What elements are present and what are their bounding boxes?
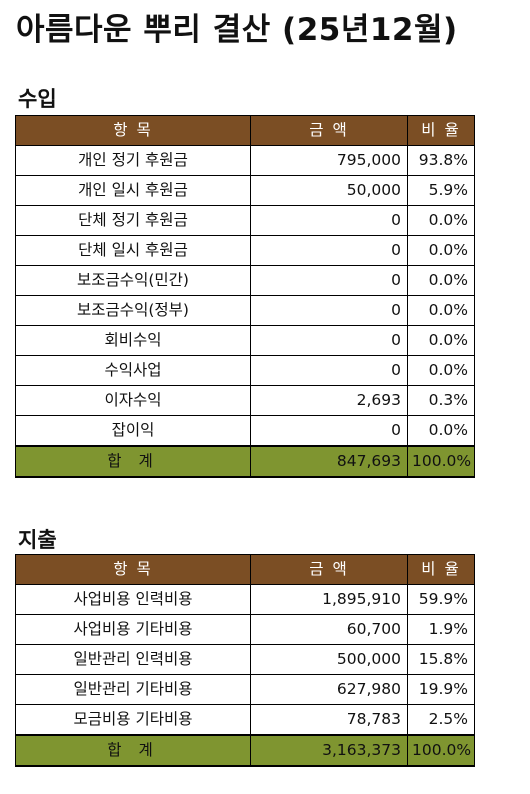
table-row: 잡이익 0 0.0% [15, 415, 475, 447]
row-amount: 795,000 [250, 145, 408, 176]
row-ratio: 19.9% [407, 674, 475, 705]
row-item: 사업비용 인력비용 [15, 584, 251, 615]
row-amount: 0 [250, 265, 408, 296]
table-row: 보조금수익(정부) 0 0.0% [15, 295, 475, 326]
row-amount: 0 [250, 205, 408, 236]
row-ratio: 0.0% [407, 265, 475, 296]
row-amount: 0 [250, 295, 408, 326]
row-amount: 0 [250, 415, 408, 447]
row-amount: 50,000 [250, 175, 408, 206]
row-item: 일반관리 기타비용 [15, 674, 251, 705]
table-row: 일반관리 인력비용 500,000 15.8% [15, 644, 475, 675]
income-heading: 수입 [18, 87, 57, 111]
total-row: 합 계 3,163,373 100.0% [15, 734, 475, 767]
header-ratio: 비 율 [407, 554, 475, 585]
row-ratio: 0.0% [407, 235, 475, 266]
expense-heading: 지출 [18, 528, 57, 552]
row-amount: 60,700 [250, 614, 408, 645]
row-item: 잡이익 [15, 415, 251, 447]
row-amount: 500,000 [250, 644, 408, 675]
header-item: 항 목 [15, 554, 251, 585]
row-item: 개인 일시 후원금 [15, 175, 251, 206]
row-amount: 627,980 [250, 674, 408, 705]
table-row: 개인 정기 후원금 795,000 93.8% [15, 145, 475, 176]
row-amount: 2,693 [250, 385, 408, 416]
table-row: 일반관리 기타비용 627,980 19.9% [15, 674, 475, 705]
row-item: 모금비용 기타비용 [15, 704, 251, 736]
row-amount: 1,895,910 [250, 584, 408, 615]
row-item: 일반관리 인력비용 [15, 644, 251, 675]
row-item: 개인 정기 후원금 [15, 145, 251, 176]
table-row: 단체 일시 후원금 0 0.0% [15, 235, 475, 266]
row-item: 단체 정기 후원금 [15, 205, 251, 236]
table-row: 단체 정기 후원금 0 0.0% [15, 205, 475, 236]
row-ratio: 0.0% [407, 415, 475, 447]
income-table: 항 목 금 액 비 율 개인 정기 후원금 795,000 93.8% 개인 일시 … [15, 115, 475, 478]
row-item: 단체 일시 후원금 [15, 235, 251, 266]
expense-header-row: 항 목 금 액 비 율 [15, 554, 475, 585]
row-ratio: 1.9% [407, 614, 475, 645]
table-row: 이자수익 2,693 0.3% [15, 385, 475, 416]
page-title: 아름다운 뿌리 결산 (25년12월) [16, 12, 458, 48]
row-ratio: 15.8% [407, 644, 475, 675]
row-ratio: 0.3% [407, 385, 475, 416]
row-ratio: 93.8% [407, 145, 475, 176]
header-item: 항 목 [15, 115, 251, 146]
total-row: 합 계 847,693 100.0% [15, 445, 475, 478]
row-item: 이자수익 [15, 385, 251, 416]
row-ratio: 0.0% [407, 325, 475, 356]
row-ratio: 0.0% [407, 295, 475, 326]
total-ratio: 100.0% [407, 734, 475, 767]
table-row: 개인 일시 후원금 50,000 5.9% [15, 175, 475, 206]
row-item: 사업비용 기타비용 [15, 614, 251, 645]
row-amount: 0 [250, 355, 408, 386]
table-row: 보조금수익(민간) 0 0.0% [15, 265, 475, 296]
row-amount: 0 [250, 325, 408, 356]
table-row: 사업비용 인력비용 1,895,910 59.9% [15, 584, 475, 615]
row-ratio: 2.5% [407, 704, 475, 736]
table-row: 모금비용 기타비용 78,783 2.5% [15, 704, 475, 736]
total-amount: 847,693 [250, 445, 408, 478]
header-amount: 금 액 [250, 554, 408, 585]
total-amount: 3,163,373 [250, 734, 408, 767]
header-amount: 금 액 [250, 115, 408, 146]
row-ratio: 5.9% [407, 175, 475, 206]
header-ratio: 비 율 [407, 115, 475, 146]
total-ratio: 100.0% [407, 445, 475, 478]
row-amount: 78,783 [250, 704, 408, 736]
row-item: 보조금수익(민간) [15, 265, 251, 296]
table-row: 수익사업 0 0.0% [15, 355, 475, 386]
row-item: 보조금수익(정부) [15, 295, 251, 326]
expense-table: 항 목 금 액 비 율 사업비용 인력비용 1,895,910 59.9% 사업비용… [15, 554, 475, 767]
table-row: 사업비용 기타비용 60,700 1.9% [15, 614, 475, 645]
row-ratio: 59.9% [407, 584, 475, 615]
row-item: 회비수익 [15, 325, 251, 356]
row-item: 수익사업 [15, 355, 251, 386]
row-ratio: 0.0% [407, 355, 475, 386]
total-label: 합 계 [15, 445, 251, 478]
total-label: 합 계 [15, 734, 251, 767]
row-amount: 0 [250, 235, 408, 266]
income-header-row: 항 목 금 액 비 율 [15, 115, 475, 146]
row-ratio: 0.0% [407, 205, 475, 236]
table-row: 회비수익 0 0.0% [15, 325, 475, 356]
